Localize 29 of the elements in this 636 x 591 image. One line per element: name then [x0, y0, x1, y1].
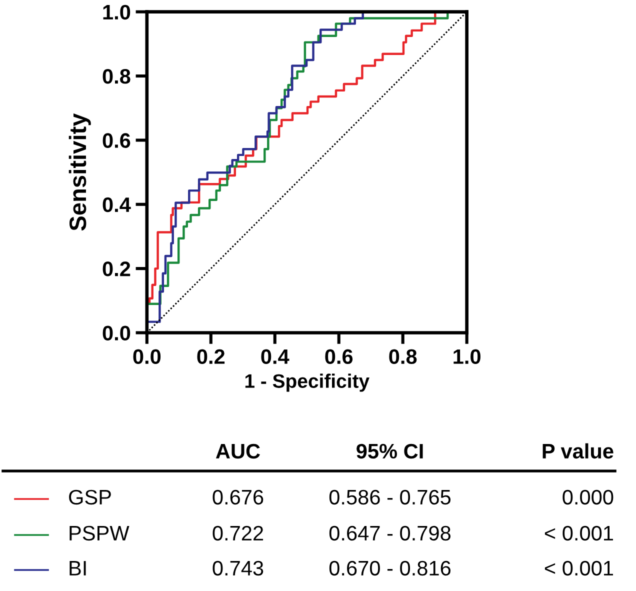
- x-axis-title: 1 - Specificity: [245, 374, 370, 392]
- x-tick-label: 0.6: [325, 349, 353, 364]
- y-axis-title: Sensitivity: [68, 113, 91, 231]
- y-tick-label: 0.6: [102, 133, 130, 148]
- y-tick-label: 1.0: [103, 4, 130, 20]
- text: < 0.001: [544, 526, 613, 541]
- text: 0.743: [212, 560, 264, 576]
- y-tick-label: 0.0: [102, 326, 130, 340]
- text: 0.000: [562, 490, 614, 505]
- y-tick-label: 0.8: [102, 69, 130, 84]
- x-tick-label: 1.0: [454, 349, 480, 364]
- legend-label: BI: [70, 561, 86, 576]
- x-tick-label: 0.8: [389, 349, 417, 364]
- y-tick-label: 0.2: [102, 262, 130, 276]
- text: 0.722: [212, 526, 264, 541]
- text: 0.586 - 0.765: [329, 490, 451, 505]
- x-tick-label: 0.2: [197, 349, 225, 364]
- legend-label: PSPW: [70, 526, 130, 541]
- legend-label: GSP: [69, 490, 111, 505]
- text: AUC: [216, 444, 260, 459]
- text: P value: [542, 443, 614, 459]
- x-tick-label: 0.0: [133, 349, 161, 364]
- text: 0.670 - 0.816: [329, 560, 450, 576]
- y-tick-label: 0.4: [102, 197, 131, 212]
- x-tick-label: 0.4: [261, 349, 290, 364]
- text: 0.676: [212, 490, 264, 505]
- text: < 0.001: [544, 560, 613, 576]
- text: 95% CI: [356, 444, 423, 459]
- text: 0.647 - 0.798: [329, 526, 450, 541]
